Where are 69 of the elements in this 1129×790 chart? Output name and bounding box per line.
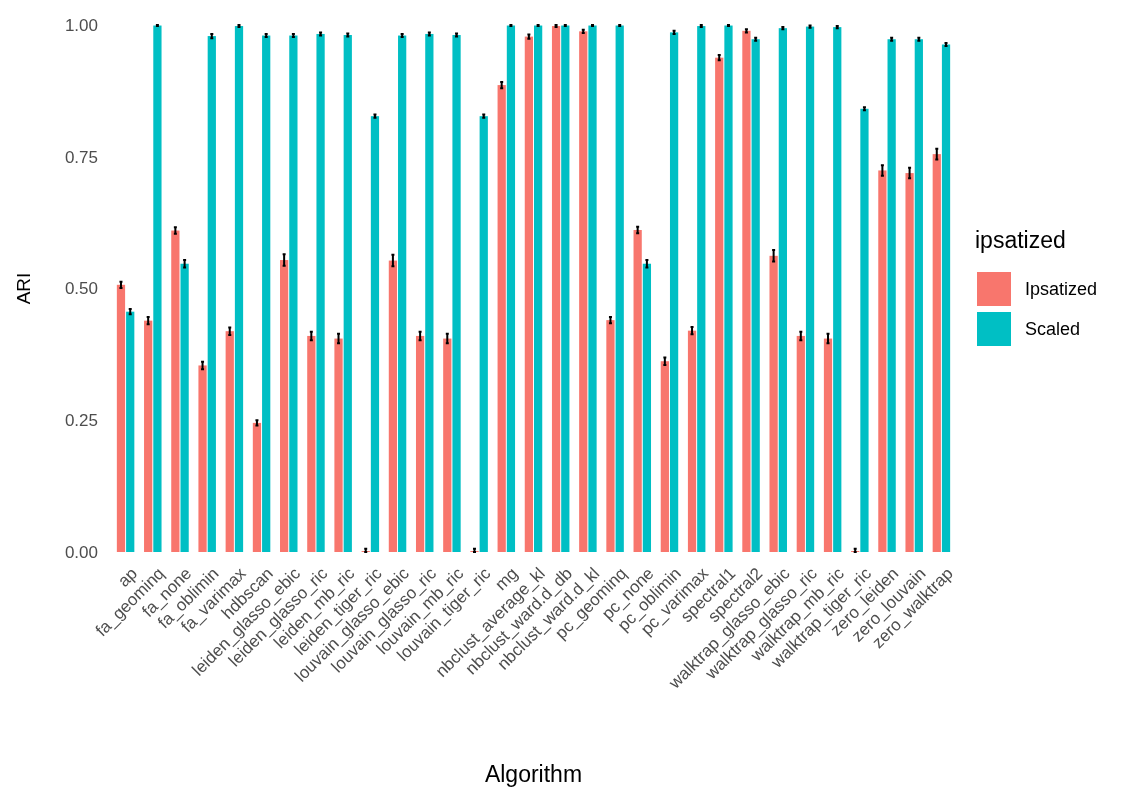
bar [633, 230, 642, 552]
legend-label: Ipsatized [1025, 279, 1098, 300]
bar [778, 28, 787, 552]
y-tick-label: 0.50 [64, 279, 98, 299]
bar [307, 335, 316, 552]
bar [660, 361, 669, 552]
bar [878, 170, 887, 552]
bar [914, 39, 923, 552]
x-axis-title: Algorithm [484, 761, 583, 787]
bar [551, 26, 561, 552]
bar [805, 26, 815, 552]
bar [588, 25, 597, 552]
y-tick-label: 0.00 [64, 542, 98, 562]
bar [561, 25, 570, 552]
bar [932, 154, 941, 552]
bar [116, 284, 126, 552]
bar [370, 116, 380, 552]
bar [905, 173, 914, 552]
legend-label: Scaled [1025, 319, 1081, 340]
y-tick-label: 0.25 [64, 411, 98, 431]
bar [425, 33, 434, 552]
y-axis-title: ARI [13, 272, 34, 305]
bar [171, 230, 180, 552]
bar [334, 338, 343, 552]
bar [415, 335, 425, 552]
bar [615, 25, 624, 552]
bar [497, 85, 506, 552]
bar [742, 30, 751, 552]
bar [280, 260, 289, 552]
bar [443, 338, 452, 552]
legend-title: ipsatized [975, 227, 1066, 253]
bar [452, 35, 461, 552]
bar [606, 320, 615, 552]
bar [198, 365, 207, 552]
bar [579, 31, 588, 552]
bar [153, 25, 162, 552]
bar [860, 108, 869, 552]
bar [796, 335, 805, 552]
y-tick-label: 1.00 [64, 15, 98, 35]
bar [180, 263, 189, 552]
bar [144, 320, 153, 552]
bar [751, 39, 760, 552]
bar [524, 36, 533, 552]
bar [479, 116, 488, 552]
bar [534, 25, 543, 552]
bar [234, 26, 244, 552]
bar [316, 33, 325, 552]
bar [715, 57, 724, 552]
bar [697, 26, 706, 552]
bar [769, 255, 778, 552]
bar [388, 260, 398, 552]
bar [823, 338, 833, 552]
bar [252, 422, 262, 552]
bar [289, 35, 298, 552]
bar [687, 330, 697, 552]
y-tick-label: 0.75 [64, 147, 98, 167]
bar [126, 311, 135, 552]
bar [398, 35, 407, 552]
bar [225, 331, 234, 552]
bar [724, 25, 733, 552]
bar [669, 32, 679, 552]
bar [642, 263, 652, 552]
bar [262, 35, 271, 552]
bar [343, 35, 352, 552]
bar [506, 25, 516, 552]
bar [833, 27, 842, 552]
bar [207, 36, 216, 552]
bar [887, 39, 896, 552]
bar [941, 44, 951, 552]
